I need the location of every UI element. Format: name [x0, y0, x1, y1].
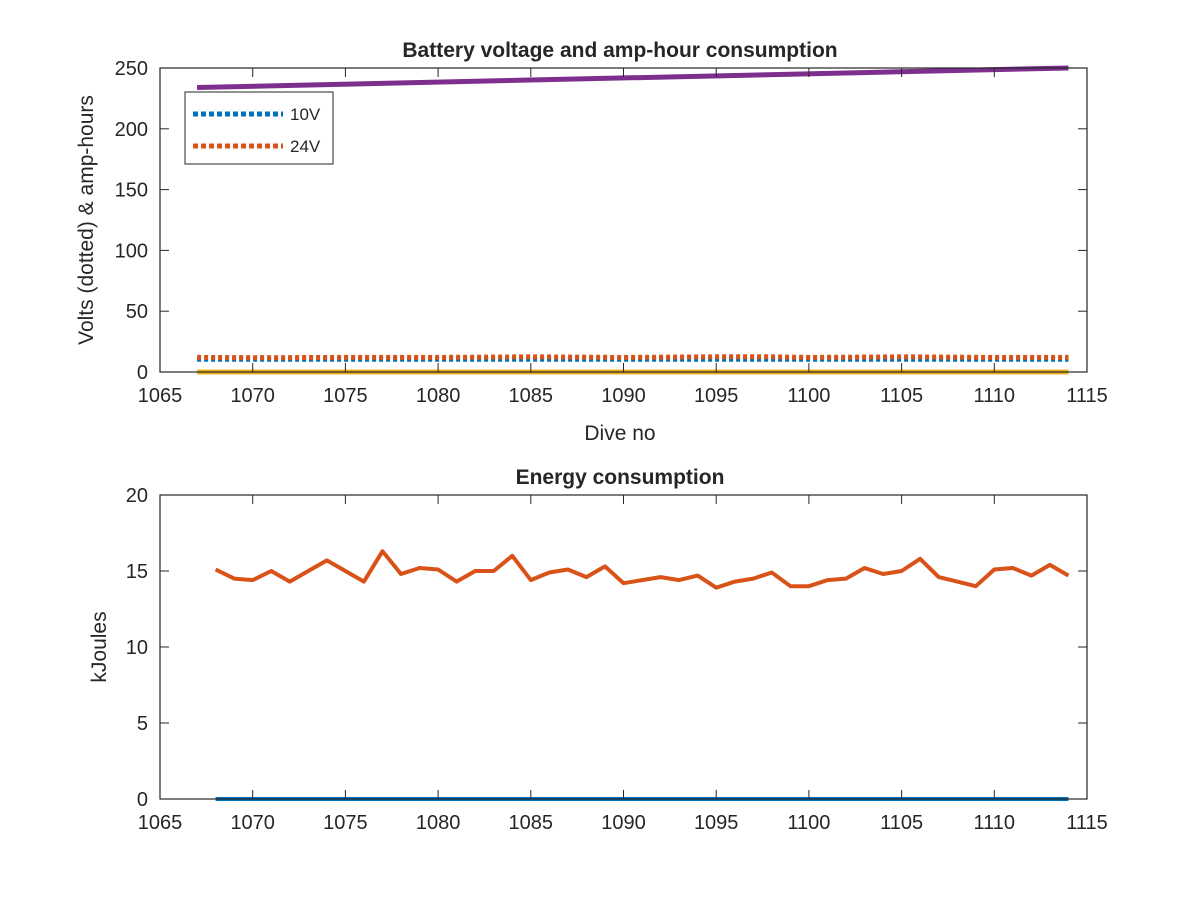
plot-area [160, 495, 1087, 799]
y-tick-label: 50 [126, 301, 148, 323]
x-tick-label: 1065 [138, 812, 183, 834]
x-tick-label: 1075 [323, 385, 368, 407]
chart-title: Energy consumption [516, 466, 725, 489]
x-tick-label: 1090 [601, 812, 646, 834]
x-tick-label: 1085 [509, 385, 554, 407]
legend-label-10v: 10V [290, 105, 321, 124]
x-tick-label: 1100 [787, 812, 830, 834]
y-axis-label: kJoules [88, 611, 111, 682]
axes-box [159, 67, 1088, 373]
chart-title: Battery voltage and amp-hour consumption [402, 39, 837, 62]
x-tick-label: 1090 [601, 385, 646, 407]
x-tick-label: 1095 [694, 385, 739, 407]
series-line-1-0 [214, 549, 1070, 590]
x-tick-label: 1115 [1066, 385, 1108, 407]
legend: 10V 24V [184, 91, 334, 165]
x-axis-label: Dive no [584, 422, 655, 445]
tick-layer: 1065 1070 1075 1080 1085 1090 1095 1100 1105 1110… [115, 58, 1108, 407]
y-tick-label: 20 [126, 485, 148, 507]
y-tick-label: 5 [137, 713, 148, 735]
y-tick-label: 0 [137, 362, 148, 384]
energy-consumption-panel: Energy consumption 1065 1070 1075 1080 1085 1… [88, 466, 1108, 834]
legend-label-24v: 24V [290, 137, 321, 156]
x-tick-label: 1070 [230, 385, 275, 407]
axes-box [159, 494, 1088, 800]
battery-voltage-panel: Battery voltage and amp-hour consumption… [75, 39, 1108, 445]
x-tick-label: 1070 [230, 812, 275, 834]
legend-box [184, 91, 334, 165]
y-tick-label: 15 [126, 561, 148, 583]
tick-layer: 1065 1070 1075 1080 1085 1090 1095 1100 1105 1110… [126, 485, 1108, 834]
x-tick-label: 1075 [323, 812, 368, 834]
y-tick-label: 150 [115, 180, 148, 202]
x-tick-label: 1095 [694, 812, 739, 834]
x-tick-label: 1105 [880, 812, 923, 834]
x-tick-label: 1080 [416, 812, 461, 834]
x-tick-label: 1110 [974, 812, 1016, 834]
series-line-24v [197, 354, 1069, 361]
y-tick-label: 10 [126, 637, 148, 659]
x-tick-label: 1110 [974, 385, 1016, 407]
y-tick-label: 200 [115, 119, 148, 141]
series-line-0-3 [197, 65, 1069, 90]
y-axis-label: Volts (dotted) & amp-hours [75, 95, 98, 345]
x-tick-label: 1100 [787, 385, 830, 407]
x-tick-label: 1065 [138, 385, 183, 407]
x-tick-label: 1105 [880, 385, 923, 407]
x-tick-label: 1085 [509, 812, 554, 834]
y-tick-label: 0 [137, 789, 148, 811]
y-tick-label: 250 [115, 58, 148, 80]
x-tick-label: 1080 [416, 385, 461, 407]
y-tick-label: 100 [115, 240, 148, 262]
x-tick-label: 1115 [1066, 812, 1108, 834]
